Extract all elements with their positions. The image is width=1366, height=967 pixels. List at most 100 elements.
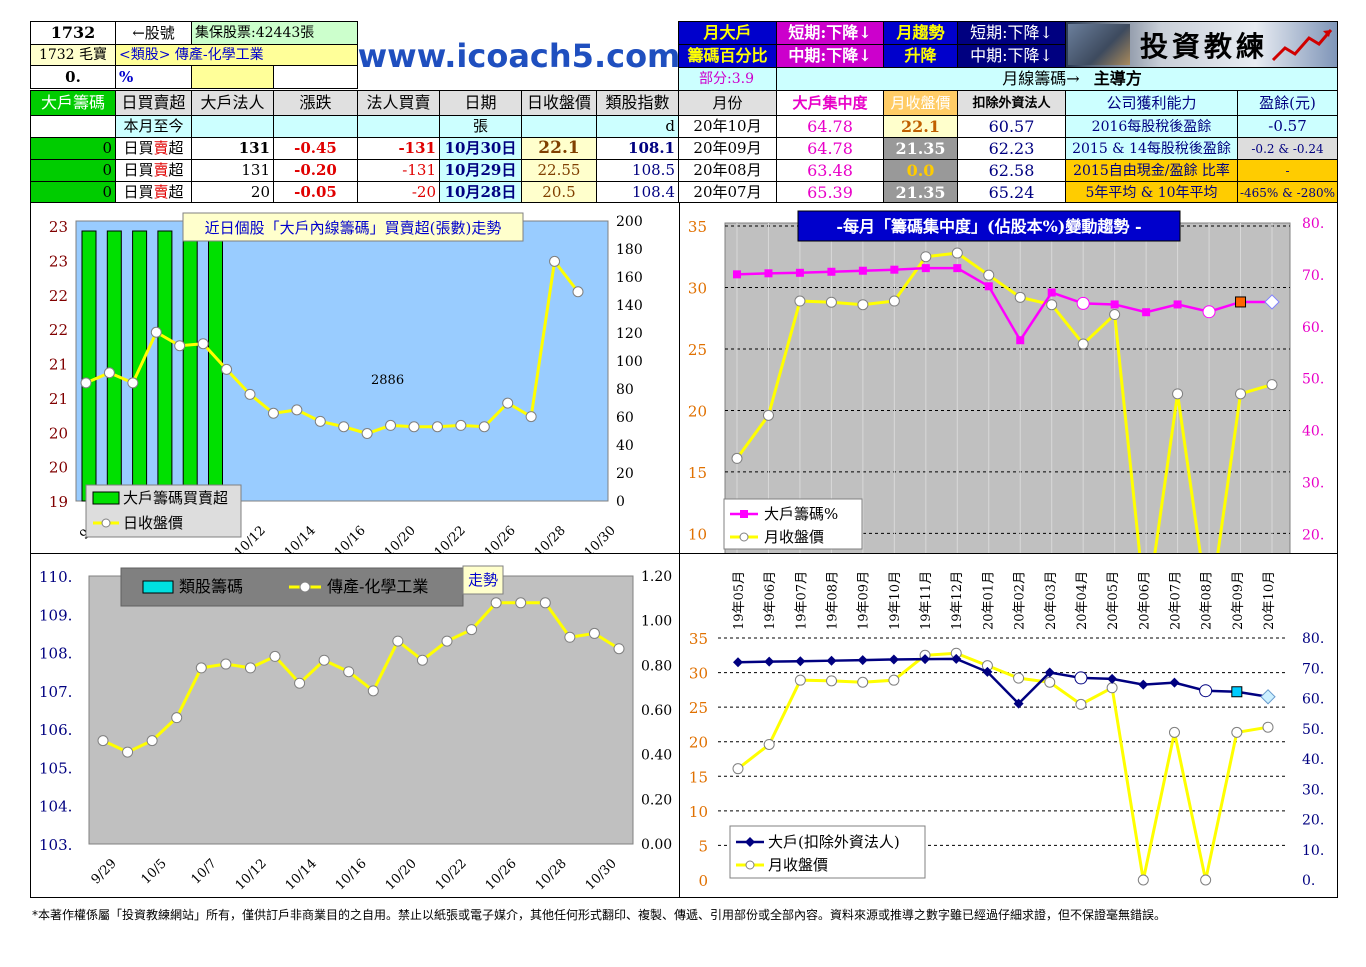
row-label-part: 賣 <box>153 139 169 157</box>
chart4-holder-line <box>737 657 1269 706</box>
chart1-legend-line-marker <box>101 518 111 528</box>
chart3-legend-index-marker <box>299 581 311 593</box>
chart4-x-tick: 20年08月 <box>1200 571 1215 630</box>
chart3-index-point <box>515 597 527 609</box>
chart2-conc-point <box>1142 308 1151 317</box>
chart2-price-point <box>1109 309 1121 321</box>
chart4-x-tick: 20年10月 <box>1262 571 1277 630</box>
chart2-left-tick: 10 <box>688 525 707 543</box>
chart4-svg: 35 30 25 20 15 10 5 0 80. 70. 60. 50. 40. 30. 20. 10. 0.… <box>689 571 1324 890</box>
chart3-index-point <box>146 735 158 747</box>
chart2-svg: 35 30 25 20 15 10 80. 70. 60. 50. 40. 30. 20. -每月「籌碼集… <box>688 210 1324 616</box>
website-url[interactable]: www.icoach5.com <box>357 37 681 75</box>
chart4-holder-point <box>1107 673 1118 684</box>
chart4-price-point <box>857 676 869 688</box>
chart3-frame: 110. 109. 108. 107. 106. 105. 104. 103. 1.20 1.00… <box>30 553 680 898</box>
chart3-index-point <box>244 662 256 674</box>
chart1-price-point <box>314 415 326 427</box>
chart3-left-tick: 107. <box>39 683 72 701</box>
chart3-index-line <box>102 601 620 754</box>
chart1-title: 近日個股「大戶內線籌碼」買賣超(張數)走勢 <box>205 219 502 237</box>
stock-code[interactable]: 1732 <box>30 21 116 45</box>
row-change: -0.20 <box>273 159 358 182</box>
chart4-x-tick: 19年08月 <box>826 571 841 630</box>
chart4-holder-point <box>982 666 993 677</box>
excl-foreign-cell: 62.23 <box>957 137 1066 160</box>
chart1-bar <box>157 230 173 502</box>
mtd-unit2: d <box>596 115 679 138</box>
chart4-price-point <box>763 738 775 750</box>
row-label-part: 日買 <box>123 139 154 157</box>
row-big-holder: 0 <box>30 181 116 204</box>
concentration-cell: 65.39 <box>776 181 884 204</box>
left-header-7: 類股指數 <box>596 90 679 116</box>
row-inst: 131 <box>191 137 274 160</box>
chart3-index-point <box>220 658 232 670</box>
chart3-left-tick: 110. <box>39 568 72 586</box>
excl-foreign-cell: 60.57 <box>957 115 1066 138</box>
chart4-left-tick: 20 <box>689 734 708 752</box>
chart1-price-point <box>549 255 561 267</box>
chart2-right-tick: 40. <box>1302 424 1324 440</box>
chart4-legend-price-marker <box>745 860 755 870</box>
chart2-right-tick: 70. <box>1302 268 1324 284</box>
chart1-bar <box>208 230 223 502</box>
short-term-trend-2: 短期:下降↓ <box>957 21 1066 45</box>
metric-cell: 2015自由現金/盈餘 比率 <box>1065 159 1238 182</box>
chart2-right-tick: 30. <box>1302 475 1324 491</box>
chart4-holder-point <box>1169 677 1180 688</box>
chart2-conc-point <box>827 267 836 276</box>
chart4-holder-point <box>857 655 868 666</box>
chart2-conc-point <box>1016 336 1025 345</box>
chart3-x-tick: 10/12 <box>233 856 270 893</box>
chart2-price-point <box>857 299 869 311</box>
chart3-right-tick: 0.60 <box>641 703 672 719</box>
chart4-right-tick: 10. <box>1302 843 1324 859</box>
chart3-left-tick: 104. <box>39 798 72 816</box>
chart2-conc-point <box>1202 305 1216 319</box>
chart2-price-point <box>825 296 837 308</box>
value-cell: -0.57 <box>1237 115 1338 138</box>
chart4-holder-point <box>1199 684 1213 698</box>
chart3-title: 走勢 <box>468 571 498 589</box>
chart4-price-point <box>1013 672 1025 684</box>
trend-arrow-icon <box>1271 29 1333 62</box>
chart3-index-point <box>171 712 183 724</box>
excl-foreign-cell: 65.24 <box>957 181 1066 204</box>
left-header-6: 日收盤價 <box>521 90 597 116</box>
chart3-left-tick: 105. <box>39 759 72 777</box>
chart4-left-tick: 10 <box>689 803 708 821</box>
dominant-label: 主導方 <box>1093 69 1142 88</box>
chart4-price-point <box>1137 874 1149 886</box>
excl-foreign-cell: 62.58 <box>957 159 1066 182</box>
chart2-left-tick: 30 <box>688 279 707 297</box>
row-trade: -131 <box>357 137 440 160</box>
month-close-cell: 0.0 <box>883 159 958 182</box>
chart4-price-point <box>1231 726 1243 738</box>
chart1-price-point <box>455 419 467 431</box>
chart4-right-tick: 40. <box>1302 752 1324 768</box>
chart3-index-point <box>122 746 134 758</box>
logo-text: 投資教練 <box>1139 30 1268 63</box>
chart4-right-tick: 50. <box>1302 722 1324 738</box>
row-label: 日買賣超 <box>115 181 192 204</box>
row-label-part: 超 <box>168 183 184 201</box>
chart3-x-tick: 10/5 <box>139 856 170 887</box>
chart4-left-tick: 0 <box>698 872 708 890</box>
chart4-x-tick: 19年06月 <box>763 571 778 630</box>
chart1-price-point <box>127 377 139 389</box>
month-cell: 20年10月 <box>678 115 777 138</box>
pct-value: 0. <box>30 65 116 89</box>
chart4-price-point <box>888 674 900 686</box>
chart3-right-tick: 0.00 <box>641 837 672 853</box>
right-header-3: 扣除外資法人 <box>957 90 1066 116</box>
row-date: 10月30日 <box>439 137 522 160</box>
chart2-conc-point <box>1264 294 1280 310</box>
row-close: 20.5 <box>521 181 597 204</box>
row-label-part: 賣 <box>153 161 169 179</box>
chart2-conc-point <box>795 268 804 277</box>
chart4-left-tick: 30 <box>689 665 708 683</box>
chart2-legend-conc-label: 大戶籌碼% <box>764 505 838 523</box>
chart2-left-tick: 35 <box>688 218 707 236</box>
chart1-left-tick: 21 <box>49 390 68 408</box>
